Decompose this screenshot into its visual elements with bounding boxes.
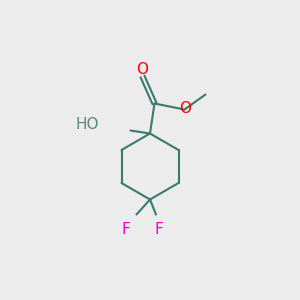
Text: F: F bbox=[122, 222, 130, 237]
Text: O: O bbox=[136, 62, 148, 77]
Text: F: F bbox=[154, 222, 164, 237]
Text: O: O bbox=[179, 101, 191, 116]
Text: HO: HO bbox=[76, 117, 99, 132]
